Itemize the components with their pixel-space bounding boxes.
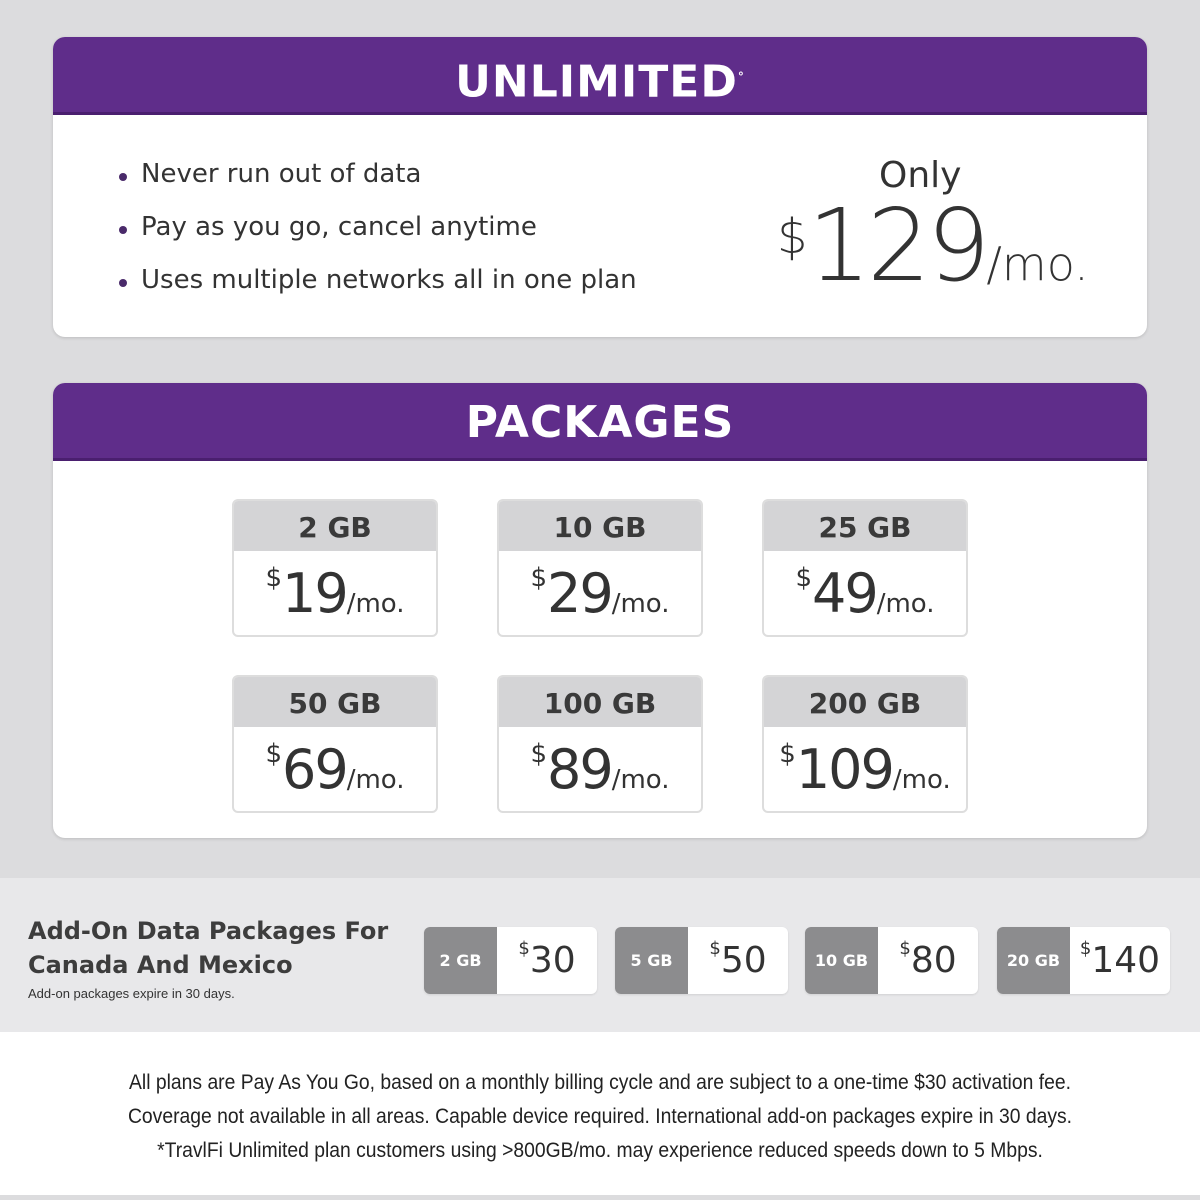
package-size: 10 GB	[499, 501, 701, 551]
package-price: $29/mo.	[530, 562, 670, 625]
package-price: $109/mo.	[779, 738, 951, 801]
addon-option[interactable]: 20 GB $140	[997, 927, 1170, 994]
feature-item: Uses multiple networks all in one plan	[119, 265, 637, 295]
addon-price: $30	[518, 938, 576, 981]
package-option[interactable]: 200 GB $109/mo.	[762, 675, 968, 813]
addon-size: 20 GB	[997, 927, 1070, 994]
package-option[interactable]: 10 GB $29/mo.	[497, 499, 703, 637]
footer-disclaimer: All plans are Pay As You Go, based on a …	[0, 1032, 1200, 1195]
unlimited-card: UNLIMITED° Never run out of data Pay as …	[53, 37, 1147, 337]
addon-size: 10 GB	[805, 927, 878, 994]
addon-option[interactable]: 2 GB $30	[424, 927, 597, 994]
package-option[interactable]: 50 GB $69/mo.	[232, 675, 438, 813]
addon-price: $80	[899, 938, 957, 981]
package-size: 25 GB	[764, 501, 966, 551]
addon-size: 5 GB	[615, 927, 688, 994]
package-option[interactable]: 100 GB $89/mo.	[497, 675, 703, 813]
package-price: $89/mo.	[530, 738, 670, 801]
packages-card: PACKAGES 2 GB $19/mo. 10 GB $29/mo. 25 GB $49…	[53, 383, 1147, 838]
package-size: 200 GB	[764, 677, 966, 727]
package-price: $49/mo.	[795, 562, 935, 625]
package-price: $69/mo.	[265, 738, 405, 801]
unlimited-header: UNLIMITED°	[53, 37, 1147, 115]
package-price: $19/mo.	[265, 562, 405, 625]
addon-section: Add-On Data Packages For Canada And Mexic…	[0, 878, 1200, 1032]
addon-price: $50	[709, 938, 767, 981]
addon-price: $140	[1079, 938, 1161, 981]
disclaimer-line: Coverage not available in all areas. Cap…	[127, 1105, 1073, 1128]
addon-title: Add-On Data Packages For Canada And Mexic…	[28, 917, 389, 979]
packages-header: PACKAGES	[53, 383, 1147, 461]
disclaimer-line: All plans are Pay As You Go, based on a …	[129, 1071, 1071, 1094]
package-option[interactable]: 25 GB $49/mo.	[762, 499, 968, 637]
addon-option[interactable]: 10 GB $80	[805, 927, 978, 994]
package-size: 100 GB	[499, 677, 701, 727]
unlimited-price: $129/mo.	[777, 187, 1089, 304]
package-option[interactable]: 2 GB $19/mo.	[232, 499, 438, 637]
feature-item: Never run out of data	[118, 159, 422, 189]
addon-note: Add-on packages expire in 30 days.	[28, 986, 235, 1001]
package-size: 2 GB	[234, 501, 436, 551]
feature-item: Pay as you go, cancel anytime	[119, 212, 537, 242]
disclaimer-line: *TravlFi Unlimited plan customers using …	[157, 1139, 1043, 1162]
addon-size: 2 GB	[424, 927, 497, 994]
addon-option[interactable]: 5 GB $50	[615, 927, 788, 994]
package-size: 50 GB	[234, 677, 436, 727]
only-label: Only	[879, 155, 962, 196]
